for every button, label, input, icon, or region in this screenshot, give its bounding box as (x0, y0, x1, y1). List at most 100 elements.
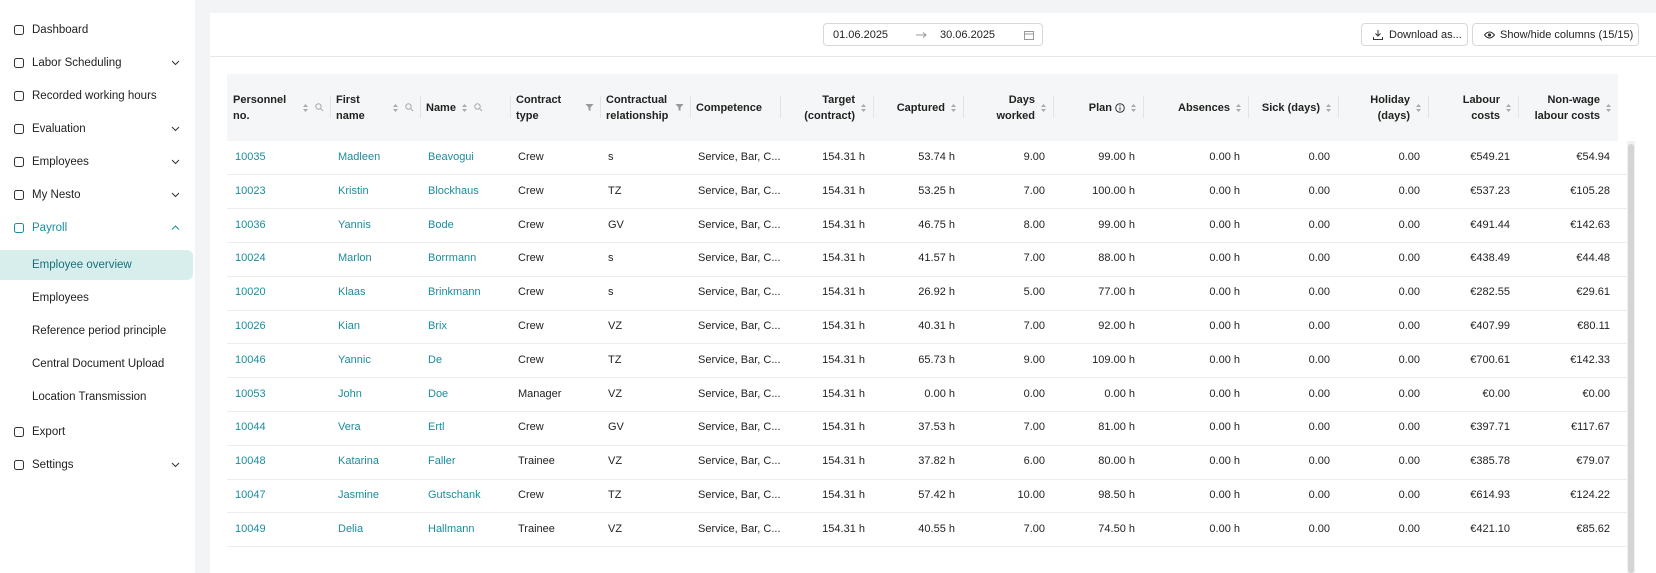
nav-item[interactable]: Dashboard (0, 15, 193, 45)
cell-link[interactable]: 10048 (235, 455, 266, 468)
cell-link[interactable]: John (338, 387, 362, 400)
cell: 0.00 (1023, 387, 1045, 400)
nav-icon (14, 223, 24, 233)
cell-link[interactable]: Brix (428, 320, 447, 332)
cell-link[interactable]: Madleen (338, 151, 381, 163)
nav-item[interactable]: Settings (0, 450, 193, 480)
cell: 0.00 (1308, 184, 1330, 197)
cell-link[interactable]: Kian (338, 320, 361, 332)
sort-icon (951, 103, 956, 112)
columns-label: Show/hide columns (15/15) (1500, 29, 1634, 41)
cell-link[interactable]: Blockhaus (428, 184, 479, 197)
cell: Crew (518, 286, 544, 299)
cell-link[interactable]: 10020 (235, 286, 266, 299)
column-header[interactable]: Holiday (days) (1338, 74, 1428, 141)
cell: Service, Bar, C... (698, 489, 780, 501)
columns-button[interactable]: Show/hide columns (15/15) (1472, 23, 1639, 46)
header-text: Competence (696, 100, 762, 116)
header-separator (1338, 96, 1339, 118)
cell: Trainee (518, 522, 555, 535)
cell: 0.00 h (1209, 489, 1240, 501)
cell-link[interactable]: Yannis (338, 218, 371, 231)
cell-link[interactable]: 10044 (235, 421, 266, 434)
subnav-item[interactable]: Central Document Upload (0, 349, 193, 379)
cell-link[interactable]: Faller (428, 455, 456, 468)
cell-link[interactable]: Yannic (338, 353, 371, 366)
cell: Crew (518, 151, 544, 163)
subnav-item[interactable]: Employee overview (0, 250, 193, 280)
cell-link[interactable]: Hallmann (428, 522, 475, 535)
nav-item[interactable]: Recorded working hours (0, 81, 193, 111)
cell-link[interactable]: Beavogui (428, 151, 474, 163)
subnav-item[interactable]: Reference period principle (0, 316, 193, 346)
cell-link[interactable]: 10035 (235, 151, 266, 163)
column-header[interactable]: Absences (1143, 74, 1248, 141)
subnav-label: Employee overview (32, 259, 132, 271)
nav-item[interactable]: Employees (0, 147, 193, 177)
cell-link[interactable]: Brinkmann (428, 286, 481, 299)
date-range-picker[interactable]: 01.06.2025 30.06.2025 (823, 23, 1043, 46)
column-header[interactable]: Sick (days) (1248, 74, 1338, 141)
column-header[interactable]: Name (420, 74, 510, 141)
cell-link[interactable]: Vera (338, 421, 361, 434)
cell: €282.55 (1470, 286, 1510, 299)
cell-link[interactable]: 10047 (235, 489, 266, 501)
cell: s (608, 151, 614, 163)
cell-link[interactable]: Borrmann (428, 252, 477, 265)
scrollbar-thumb[interactable] (1628, 144, 1634, 573)
sort-icon (1041, 103, 1046, 112)
nav-item[interactable]: Evaluation (0, 114, 193, 144)
nav-item[interactable]: My Nesto (0, 180, 193, 210)
header-line: Days worked (996, 93, 1035, 122)
cell-link[interactable]: De (428, 353, 443, 366)
subnav-label: Reference period principle (32, 325, 167, 337)
cell: Crew (518, 218, 544, 231)
column-header[interactable]: Competence (690, 74, 780, 141)
column-header[interactable]: Target (contract) (780, 74, 873, 141)
nav-item[interactable]: Export (0, 417, 193, 447)
cell: 37.53 h (918, 421, 955, 434)
nav-item[interactable]: Payroll (0, 213, 193, 243)
nav-label: Evaluation (32, 123, 86, 135)
column-header[interactable]: First name (330, 74, 420, 141)
subnav-item[interactable]: Location Transmission (0, 382, 193, 412)
cell-link[interactable]: 10049 (235, 522, 266, 535)
cell-link[interactable]: 10026 (235, 320, 266, 332)
download-button[interactable]: Download as... (1361, 23, 1468, 46)
cell-link[interactable]: Gutschank (428, 489, 481, 501)
cell-link[interactable]: Katarina (338, 455, 379, 468)
nav-item[interactable]: Labor Scheduling (0, 48, 193, 78)
cell: €54.94 (1576, 151, 1610, 163)
cell-link[interactable]: 10024 (235, 252, 266, 265)
cell-link[interactable]: Klaas (338, 286, 366, 299)
cell-link[interactable]: Bode (428, 218, 454, 231)
cell-link[interactable]: 10053 (235, 387, 266, 400)
cell-link[interactable]: Delia (338, 522, 364, 535)
header-text: Name (426, 100, 456, 116)
column-header[interactable]: Days worked (963, 74, 1053, 141)
cell-link[interactable]: 10046 (235, 353, 266, 366)
nav-icon (14, 427, 24, 437)
column-header[interactable]: Plan (1053, 74, 1143, 141)
column-header[interactable]: Labour costs (1428, 74, 1518, 141)
header-line: Contract (516, 93, 562, 106)
cell: Service, Bar, C... (698, 522, 780, 535)
column-header[interactable]: Non-wage labour costs (1518, 74, 1618, 141)
header-line: Sick (days) (1261, 101, 1320, 114)
cell: 53.74 h (918, 151, 955, 163)
column-header[interactable]: Personnel no. (227, 74, 330, 141)
column-header[interactable]: Captured (873, 74, 963, 141)
header-text: Target (contract) (804, 92, 855, 124)
sort-icon (303, 103, 308, 112)
cell-link[interactable]: Jasmine (338, 489, 379, 501)
cell-link[interactable]: Ertl (428, 421, 445, 434)
cell-link[interactable]: 10036 (235, 218, 266, 231)
cell-link[interactable]: Kristin (338, 184, 369, 197)
column-header[interactable]: Contractual relationship (600, 74, 690, 141)
column-header[interactable]: Contract type (510, 74, 600, 141)
cell: €407.99 (1470, 320, 1510, 332)
cell-link[interactable]: Doe (428, 387, 449, 400)
cell-link[interactable]: Marlon (338, 252, 372, 265)
cell-link[interactable]: 10023 (235, 184, 266, 197)
subnav-item[interactable]: Employees (0, 283, 193, 313)
